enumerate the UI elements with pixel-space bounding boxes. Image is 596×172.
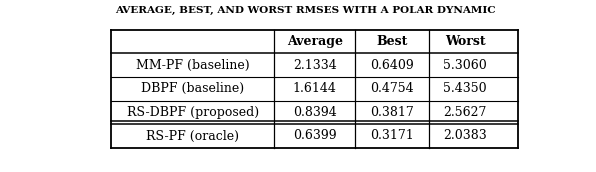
Text: 5.4350: 5.4350 [443, 82, 487, 95]
Text: 0.3171: 0.3171 [370, 130, 414, 142]
Text: RS-DBPF (proposed): RS-DBPF (proposed) [127, 106, 259, 119]
Text: 5.3060: 5.3060 [443, 59, 487, 72]
Text: 0.3817: 0.3817 [370, 106, 414, 119]
Text: RS-PF (oracle): RS-PF (oracle) [146, 130, 239, 142]
Text: 0.8394: 0.8394 [293, 106, 337, 119]
Text: 2.5627: 2.5627 [443, 106, 487, 119]
Text: 2.1334: 2.1334 [293, 59, 337, 72]
Text: 0.6409: 0.6409 [370, 59, 414, 72]
Text: DBPF (baseline): DBPF (baseline) [141, 82, 244, 95]
Text: Worst: Worst [445, 35, 485, 48]
Text: 2.0383: 2.0383 [443, 130, 487, 142]
Text: 1.6144: 1.6144 [293, 82, 337, 95]
Text: Average: Average [287, 35, 343, 48]
Text: 0.6399: 0.6399 [293, 130, 337, 142]
Text: AVERAGE, BEST, AND WORST RMSES WITH A POLAR DYNAMIC: AVERAGE, BEST, AND WORST RMSES WITH A PO… [115, 6, 496, 15]
Text: Best: Best [376, 35, 408, 48]
Text: 0.4754: 0.4754 [370, 82, 414, 95]
Text: MM-PF (baseline): MM-PF (baseline) [136, 59, 250, 72]
